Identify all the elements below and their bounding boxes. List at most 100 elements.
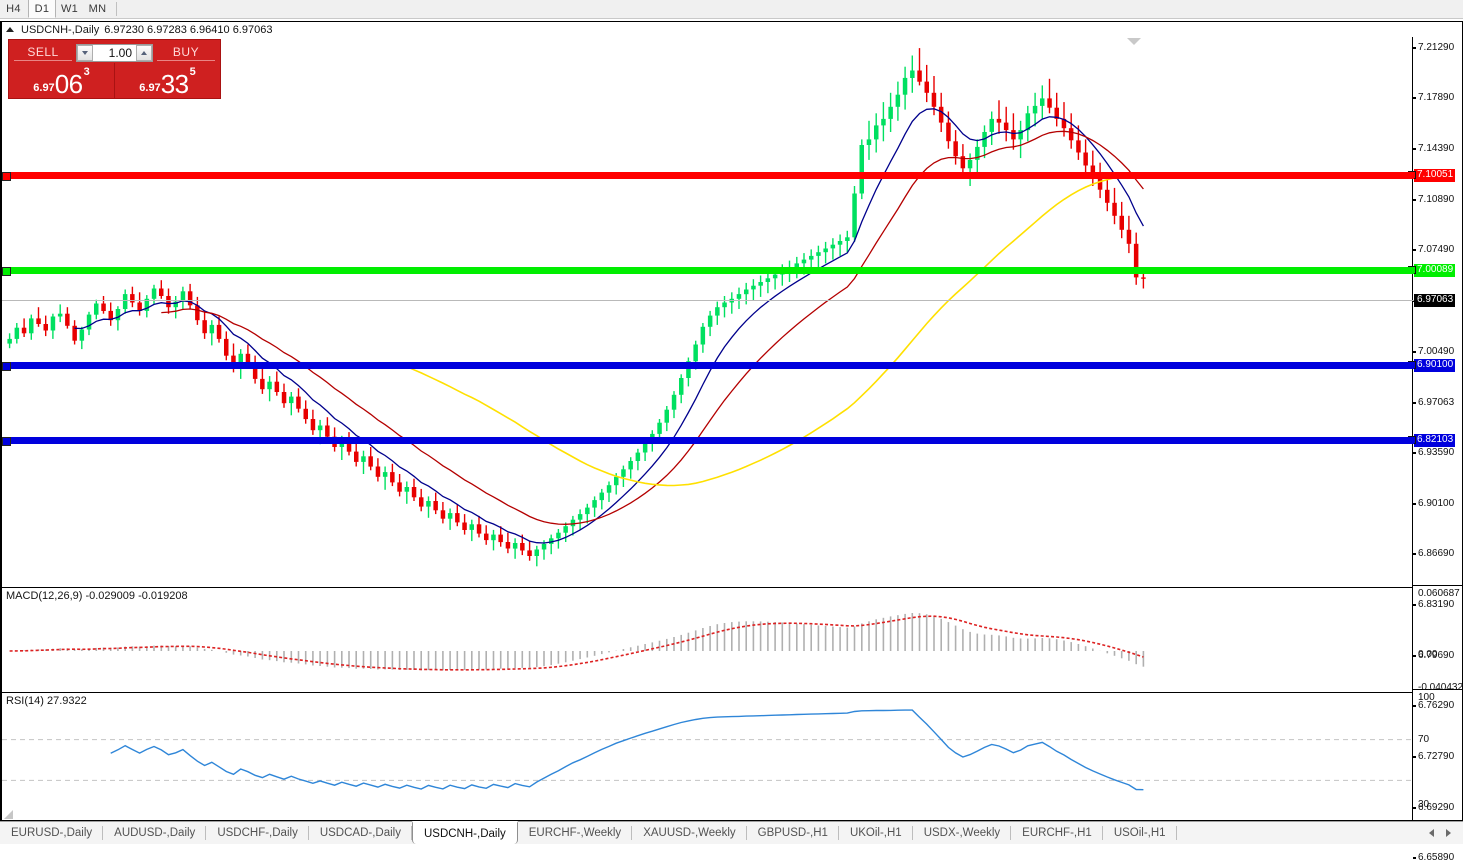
chart-tab-gbpusd-h1[interactable]: GBPUSD-,H1 [747, 822, 840, 844]
rsi-tick-label: 100 [1418, 692, 1435, 703]
price-tick-label: 6.65890 [1418, 852, 1455, 863]
timeframe-d1[interactable]: D1 [28, 0, 56, 18]
macd-indicator-label: MACD(12,26,9) -0.029009 -0.019208 [6, 590, 188, 602]
price-badge[interactable]: 6.90100 [1414, 359, 1456, 372]
price-tick-label: 6.76290 [1418, 700, 1455, 711]
candlestick-plot [7, 48, 1146, 567]
chart-tab-usoil-h1[interactable]: USOil-,H1 [1103, 822, 1177, 844]
volume-stepper[interactable]: 1.00 [76, 43, 153, 62]
macd-tick-label: 0.060687 [1418, 588, 1460, 599]
sell-price-sup: 3 [83, 66, 90, 78]
chart-top-marker-icon [1127, 38, 1141, 45]
scroll-left-icon[interactable] [1429, 829, 1434, 837]
tab-scroll-controls[interactable] [1429, 822, 1463, 844]
price-tick-label: 6.69290 [1418, 802, 1455, 813]
collapse-triangle-icon[interactable] [6, 27, 14, 32]
volume-input[interactable]: 1.00 [93, 44, 136, 61]
price-tick [1413, 553, 1463, 555]
buy-price-big: 33 [160, 69, 189, 99]
macd-tick-label: 0.00 [1418, 649, 1438, 660]
buy-price-sup: 5 [189, 66, 196, 78]
price-tick-label: 7.21290 [1418, 42, 1455, 53]
price-tick [1413, 47, 1463, 49]
chart-tab-audusd-daily[interactable]: AUDUSD-,Daily [103, 822, 207, 844]
price-tick [1413, 756, 1463, 758]
sell-button[interactable]: SELL [14, 45, 72, 61]
price-tick-label: 6.97063 [1418, 397, 1455, 408]
timeframe-w1[interactable]: W1 [60, 3, 79, 15]
price-tick-label: 6.90100 [1418, 498, 1455, 509]
price-tick [1413, 402, 1463, 404]
chart-tab-usdx-weekly[interactable]: USDX-,Weekly [913, 822, 1012, 844]
price-tick-label: 6.86690 [1418, 548, 1455, 559]
timeframe-mn[interactable]: MN [88, 3, 107, 15]
chart-tab-eurusd-daily[interactable]: EURUSD-,Daily [0, 822, 104, 844]
buy-price-prefix: 6.97 [139, 82, 161, 94]
rsi-indicator-label: RSI(14) 27.9322 [6, 695, 87, 707]
price-tick [1413, 249, 1463, 251]
timeframe-toolbar: H4 D1 W1 MN [0, 0, 1463, 19]
macd-plot [9, 613, 1145, 671]
rsi-tick-label: 70 [1418, 734, 1430, 745]
price-badge[interactable]: 7.10051 [1414, 169, 1456, 182]
chevron-up-icon [141, 50, 147, 55]
price-tick-label: 6.93590 [1418, 447, 1455, 458]
price-tick-label: 6.72790 [1418, 751, 1455, 762]
trade-panel-top-row: SELL 1.00 BUY [9, 40, 220, 63]
buy-price-cell[interactable]: 6.97 33 5 [114, 63, 220, 98]
price-tick-label: 7.10890 [1418, 194, 1455, 205]
macd-pane[interactable]: MACD(12,26,9) -0.029009 -0.019208 [2, 587, 1414, 691]
chart-window: USDCNH-,Daily 6.97230 6.97283 6.96410 6.… [0, 21, 1463, 863]
price-badge[interactable]: 6.82103 [1414, 434, 1456, 447]
price-tick [1413, 199, 1463, 201]
sell-price-prefix: 6.97 [33, 82, 55, 94]
one-click-trading-panel[interactable]: SELL 1.00 BUY 6.97 06 3 6.97 33 5 [8, 39, 221, 99]
scale-separator [1413, 585, 1463, 586]
chart-tab-usdcnh-daily[interactable]: USDCNH-,Daily [411, 821, 518, 844]
price-pane[interactable] [2, 37, 1414, 585]
chart-tab-bar: EURUSD-,Daily AUDUSD-,Daily USDCHF-,Daily U… [0, 821, 1463, 844]
chart-tab-usdchf-daily[interactable]: USDCHF-,Daily [206, 822, 309, 844]
chart-symbol-label: USDCNH-,Daily [21, 23, 100, 36]
trade-panel-prices: 6.97 06 3 6.97 33 5 [9, 63, 220, 98]
price-tick-label: 6.79690 [1418, 650, 1455, 661]
price-scale[interactable]: 7.212907.178907.143907.108907.074907.039… [1408, 37, 1463, 863]
sell-price-big: 06 [54, 69, 83, 99]
chart-header: USDCNH-,Daily 6.97230 6.97283 6.96410 6.… [2, 22, 1462, 37]
price-tick [1413, 705, 1463, 707]
price-tick-label: 7.00490 [1418, 346, 1455, 357]
chart-tab-ukoil-h1[interactable]: UKOil-,H1 [839, 822, 913, 844]
price-tick [1413, 148, 1463, 150]
buy-button[interactable]: BUY [157, 45, 215, 61]
timeframe-h4[interactable]: H4 [6, 3, 21, 15]
price-tick-label: 6.83190 [1418, 599, 1455, 610]
rsi-tick-label: 30 [1418, 799, 1430, 810]
price-tick [1413, 655, 1463, 657]
volume-increase-button[interactable] [136, 44, 152, 61]
sell-price-cell[interactable]: 6.97 06 3 [9, 63, 114, 98]
rsi-pane[interactable]: RSI(14) 27.9322 [2, 692, 1414, 820]
macd-tick-label: -0.040432 [1418, 682, 1463, 693]
price-tick-label: 7.14390 [1418, 143, 1455, 154]
price-tick [1413, 452, 1463, 454]
price-badge[interactable]: 6.97063 [1414, 294, 1456, 307]
volume-decrease-button[interactable] [77, 44, 93, 61]
chart-tab-eurchf-weekly[interactable]: EURCHF-,Weekly [518, 822, 633, 844]
current-price-line [2, 300, 1414, 301]
chart-ohlc-values: 6.97230 6.97283 6.96410 6.97063 [104, 23, 273, 36]
rsi-plot [2, 709, 1414, 791]
chart-tab-usdcad-daily[interactable]: USDCAD-,Daily [309, 822, 413, 844]
price-tick [1413, 807, 1463, 809]
chart-tab-xauusd-weekly[interactable]: XAUUSD-,Weekly [632, 822, 748, 844]
price-badge[interactable]: 7.00089 [1414, 264, 1456, 277]
price-tick [1413, 351, 1463, 353]
scroll-right-icon[interactable] [1446, 829, 1451, 837]
price-tick [1413, 97, 1463, 99]
chart-tab-eurchf-h1[interactable]: EURCHF-,H1 [1011, 822, 1103, 844]
scale-separator [1413, 689, 1463, 690]
price-tick-label: 7.07490 [1418, 244, 1455, 255]
toolbar-divider [116, 2, 117, 16]
price-tick [1413, 503, 1463, 505]
price-tick-label: 7.17890 [1418, 92, 1455, 103]
pane-resize-grip[interactable] [4, 810, 14, 820]
